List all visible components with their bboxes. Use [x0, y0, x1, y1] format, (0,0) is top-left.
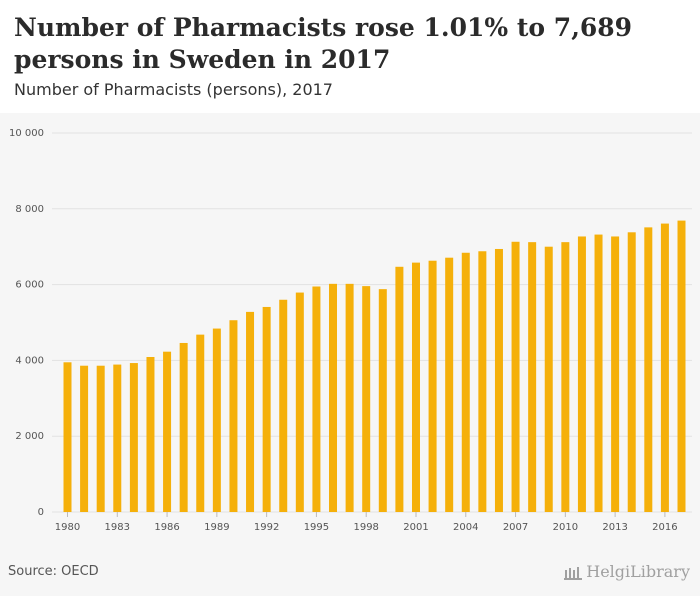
- bar: [113, 364, 122, 512]
- bar: [362, 286, 371, 512]
- bar: [594, 234, 603, 512]
- bar: [544, 246, 553, 512]
- y-tick-label: 8 000: [15, 204, 44, 215]
- x-tick-label: 1983: [105, 522, 130, 533]
- bar: [262, 306, 271, 512]
- bar-chart: 0 2 000 4 000 6 000 8 000 10 000 1980 1983 1986…: [9, 128, 692, 533]
- y-tick-label: 4 000: [15, 355, 44, 366]
- x-axis-ticks: 1980 1983 1986 1989 1992 1995 1998 2001 2004 2007…: [55, 512, 678, 533]
- chart-header: Number of Pharmacists rose 1.01% to 7,68…: [0, 0, 700, 113]
- x-tick-label: 1995: [304, 522, 329, 533]
- bar: [660, 223, 669, 512]
- bar: [279, 299, 288, 512]
- bar: [312, 286, 321, 512]
- bars: [63, 220, 686, 513]
- bar: [229, 320, 238, 512]
- bar: [129, 363, 138, 512]
- gridlines: [52, 132, 692, 513]
- bar: [511, 241, 520, 512]
- bar: [96, 365, 105, 512]
- bar: [627, 232, 636, 513]
- bar: [163, 351, 172, 512]
- bar: [494, 248, 503, 512]
- y-tick-label: 0: [38, 507, 44, 518]
- logo-text: HelgiLibrary: [586, 562, 690, 581]
- helgilibrary-logo[interactable]: HelgiLibrary: [564, 562, 690, 581]
- bar: [428, 260, 437, 512]
- y-tick-label: 6 000: [15, 280, 44, 291]
- bar: [445, 257, 454, 512]
- x-tick-label: 1980: [55, 522, 80, 533]
- bar: [246, 311, 255, 512]
- x-tick-label: 1986: [154, 522, 179, 533]
- x-tick-label: 2004: [453, 522, 478, 533]
- x-tick-label: 1989: [204, 522, 229, 533]
- bar: [146, 356, 155, 512]
- x-tick-label: 1998: [353, 522, 378, 533]
- bar: [329, 283, 338, 512]
- bar: [461, 252, 470, 512]
- y-tick-label: 10 000: [9, 128, 44, 139]
- bar: [378, 289, 387, 512]
- bar: [677, 220, 686, 512]
- x-tick-label: 2010: [553, 522, 578, 533]
- bar: [63, 362, 72, 512]
- bar: [478, 251, 487, 512]
- x-tick-label: 2007: [503, 522, 528, 533]
- bar: [611, 236, 620, 512]
- x-tick-label: 1992: [254, 522, 279, 533]
- chart-title: Number of Pharmacists rose 1.01% to 7,68…: [14, 13, 633, 74]
- bar: [179, 342, 188, 512]
- bar: [528, 242, 537, 512]
- library-building-icon: [564, 566, 583, 580]
- x-tick-label: 2013: [602, 522, 627, 533]
- source-note: Source: OECD: [8, 564, 99, 579]
- bar: [395, 266, 404, 512]
- bar: [345, 283, 354, 512]
- x-tick-label: 2001: [403, 522, 428, 533]
- y-axis-ticks: 0 2 000 4 000 6 000 8 000 10 000: [9, 128, 44, 518]
- x-tick-label: 2016: [652, 522, 677, 533]
- bar: [80, 365, 89, 512]
- bar: [644, 227, 653, 512]
- chart-subtitle: Number of Pharmacists (persons), 2017: [14, 80, 333, 99]
- bar: [196, 334, 205, 512]
- bar: [561, 242, 570, 512]
- bar: [577, 236, 586, 512]
- bar: [295, 292, 304, 512]
- y-tick-label: 2 000: [15, 431, 44, 442]
- bar: [212, 328, 221, 512]
- bar: [411, 262, 420, 512]
